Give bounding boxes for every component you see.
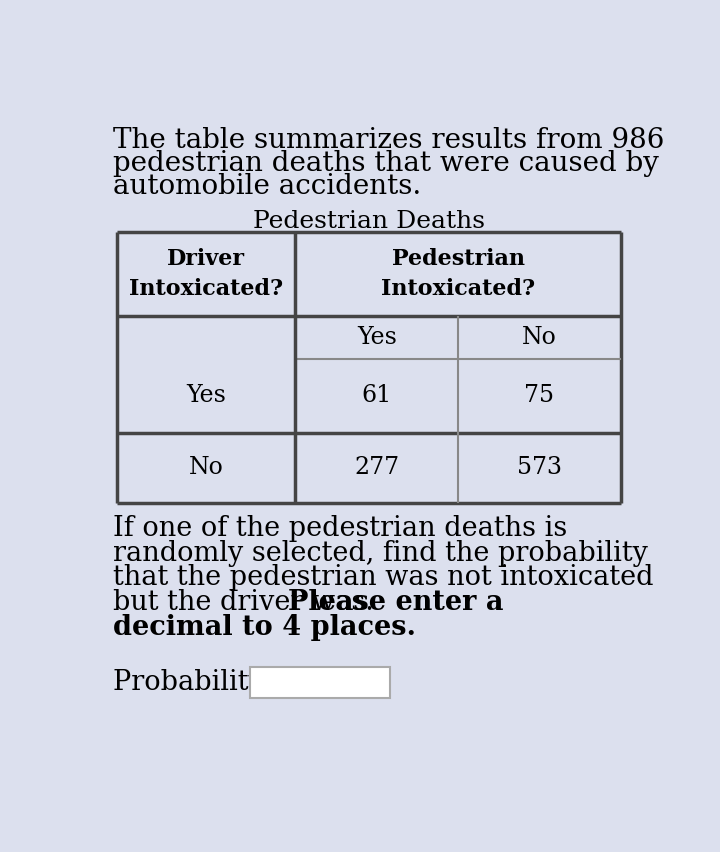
Text: automobile accidents.: automobile accidents. — [113, 173, 421, 200]
Text: 573: 573 — [517, 457, 562, 480]
Text: but the driver was.: but the driver was. — [113, 589, 382, 616]
Text: 277: 277 — [354, 457, 400, 480]
Text: If one of the pedestrian deaths is: If one of the pedestrian deaths is — [113, 515, 567, 542]
Text: 75: 75 — [524, 384, 554, 407]
Text: that the pedestrian was not intoxicated: that the pedestrian was not intoxicated — [113, 564, 654, 591]
Bar — [117, 232, 621, 503]
Text: randomly selected, find the probability: randomly selected, find the probability — [113, 539, 648, 567]
Text: Probability =: Probability = — [113, 670, 295, 696]
Text: Pedestrian Deaths: Pedestrian Deaths — [253, 210, 485, 233]
Text: The table summarizes results from 986: The table summarizes results from 986 — [113, 127, 665, 154]
Text: Yes: Yes — [357, 326, 397, 349]
Text: No: No — [522, 326, 557, 349]
Text: No: No — [189, 457, 224, 480]
Text: 61: 61 — [361, 384, 392, 407]
Text: Yes: Yes — [186, 384, 226, 407]
Text: pedestrian deaths that were caused by: pedestrian deaths that were caused by — [113, 150, 659, 177]
Bar — [251, 667, 390, 699]
Text: Pedestrian
Intoxicated?: Pedestrian Intoxicated? — [381, 248, 535, 300]
Text: decimal to 4 places.: decimal to 4 places. — [113, 613, 416, 641]
Text: Please enter a: Please enter a — [289, 589, 504, 616]
Text: Driver
Intoxicated?: Driver Intoxicated? — [129, 248, 283, 300]
